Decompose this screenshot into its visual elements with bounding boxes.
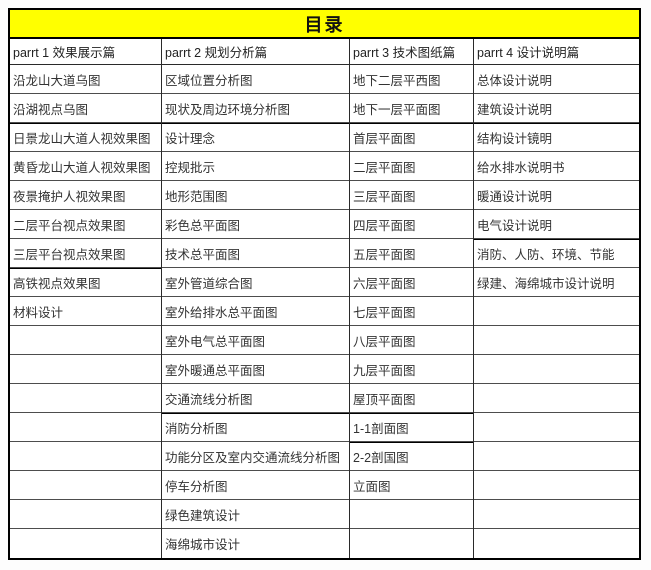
table-cell: 六层平面图 bbox=[350, 268, 473, 297]
table-cell bbox=[10, 355, 161, 384]
table-cell bbox=[10, 442, 161, 471]
table-cell: 绿色建筑设计 bbox=[162, 500, 349, 529]
table-cell bbox=[10, 326, 161, 355]
table-columns: parrt 1 效果展示篇 沿龙山大道乌图 沿湖视点乌图 日景龙山大道人视效果图 黄昏… bbox=[10, 39, 639, 558]
table-cell: 电气设计说明 bbox=[474, 210, 639, 239]
table-cell bbox=[10, 529, 161, 558]
table-cell: 2-2剖国图 bbox=[350, 442, 473, 471]
table-cell bbox=[10, 384, 161, 413]
table-cell: 结构设计镜明 bbox=[474, 123, 639, 152]
table-cell bbox=[474, 471, 639, 500]
table-cell bbox=[474, 500, 639, 529]
table-cell: 二层平面图 bbox=[350, 152, 473, 181]
column-header-part4: parrt 4 设计说明篇 bbox=[474, 39, 639, 65]
table-cell: 夜景掩护人视效果图 bbox=[10, 181, 161, 210]
column-part4: parrt 4 设计说明篇 总体设计说明 建筑设计说明 结构设计镜明 给水排水说明书暖… bbox=[474, 39, 639, 558]
table-cell: 二层平台视点效果图 bbox=[10, 210, 161, 239]
table-cell bbox=[474, 442, 639, 471]
column-header-part2: parrt 2 规划分析篇 bbox=[162, 39, 349, 65]
table-cell bbox=[474, 384, 639, 413]
table-cell bbox=[10, 413, 161, 442]
table-cell: 地下二层平西图 bbox=[350, 65, 473, 94]
table-cell: 现状及周边环境分析图 bbox=[162, 94, 349, 123]
table-cell: 停车分析图 bbox=[162, 471, 349, 500]
table-cell bbox=[474, 297, 639, 326]
table-cell: 材料设计 bbox=[10, 297, 161, 326]
table-cell: 设计理念 bbox=[162, 123, 349, 152]
table-cell: 彩色总平面图 bbox=[162, 210, 349, 239]
table-cell: 室外暖通总平面图 bbox=[162, 355, 349, 384]
table-cell: 七层平面图 bbox=[350, 297, 473, 326]
table-cell: 控规批示 bbox=[162, 152, 349, 181]
column-header-part3: parrt 3 技术图纸篇 bbox=[350, 39, 473, 65]
column-part2: parrt 2 规划分析篇 区域位置分析图 现状及周边环境分析图 设计理念 控规批示地… bbox=[162, 39, 350, 558]
table-cell: 建筑设计说明 bbox=[474, 94, 639, 123]
table-cell bbox=[350, 529, 473, 558]
table-cell: 1-1剖面图 bbox=[350, 413, 473, 442]
column-part1: parrt 1 效果展示篇 沿龙山大道乌图 沿湖视点乌图 日景龙山大道人视效果图 黄昏… bbox=[10, 39, 162, 558]
table-cell: 三层平台视点效果图 bbox=[10, 239, 161, 268]
table-cell: 沿湖视点乌图 bbox=[10, 94, 161, 123]
table-cell bbox=[474, 413, 639, 442]
table-cell: 海绵城市设计 bbox=[165, 538, 241, 552]
table-cell: 八层平面图 bbox=[350, 326, 473, 355]
table-cell: 暖通设计说明 bbox=[474, 181, 639, 210]
table-cell bbox=[350, 500, 473, 529]
table-cell: 屋顶平面图 bbox=[350, 384, 473, 413]
table-cell: 沿龙山大道乌图 bbox=[10, 65, 161, 94]
column-header-part1: parrt 1 效果展示篇 bbox=[10, 39, 161, 65]
table-cell: 总体设计说明 bbox=[474, 65, 639, 94]
table-cell: 室外管道综合图 bbox=[162, 268, 349, 297]
table-cell: 五层平面图 bbox=[350, 239, 473, 268]
toc-table: 目录 parrt 1 效果展示篇 沿龙山大道乌图 沿湖视点乌图 日景龙山大道人视效果… bbox=[8, 8, 641, 560]
table-cell: 消防分析图 bbox=[162, 413, 349, 442]
table-cell bbox=[10, 471, 161, 500]
table-cell: 高铁视点效果图 bbox=[10, 268, 161, 297]
table-cell bbox=[474, 326, 639, 355]
table-cell bbox=[474, 529, 639, 558]
table-cell: 地下一层平面图 bbox=[350, 94, 473, 123]
table-cell: 室外电气总平面图 bbox=[162, 326, 349, 355]
table-cell: 三层平面图 bbox=[350, 181, 473, 210]
table-cell: 黄昏龙山大道人视效果图 bbox=[10, 152, 161, 181]
table-cell: 区域位置分析图 bbox=[162, 65, 349, 94]
table-cell bbox=[10, 500, 161, 529]
table-cell bbox=[474, 355, 639, 384]
table-cell: 立面图 bbox=[350, 471, 473, 500]
table-cell: 交通流线分析图 bbox=[162, 384, 349, 413]
table-cell: 地形范围图 bbox=[162, 181, 349, 210]
page-title: 目录 bbox=[10, 10, 639, 39]
table-cell: 绿建、海绵城市设计说明 bbox=[474, 268, 639, 297]
table-cell: 给水排水说明书 bbox=[474, 152, 639, 181]
table-cell: 技术总平面图 bbox=[162, 239, 349, 268]
table-cell: 功能分区及室内交通流线分析图 bbox=[162, 442, 349, 471]
table-cell: 九层平面图 bbox=[350, 355, 473, 384]
table-cell: 首层平面图 bbox=[350, 123, 473, 152]
table-cell: 室外给排水总平面图 bbox=[162, 297, 349, 326]
table-cell: 消防、人防、环境、节能 bbox=[474, 239, 639, 268]
column-part3: parrt 3 技术图纸篇 地下二层平西图 地下一层平面图 首层平面图 二层平面图 三层… bbox=[350, 39, 474, 558]
table-cell: 四层平面图 bbox=[350, 210, 473, 239]
table-cell: 日景龙山大道人视效果图 bbox=[10, 123, 161, 152]
